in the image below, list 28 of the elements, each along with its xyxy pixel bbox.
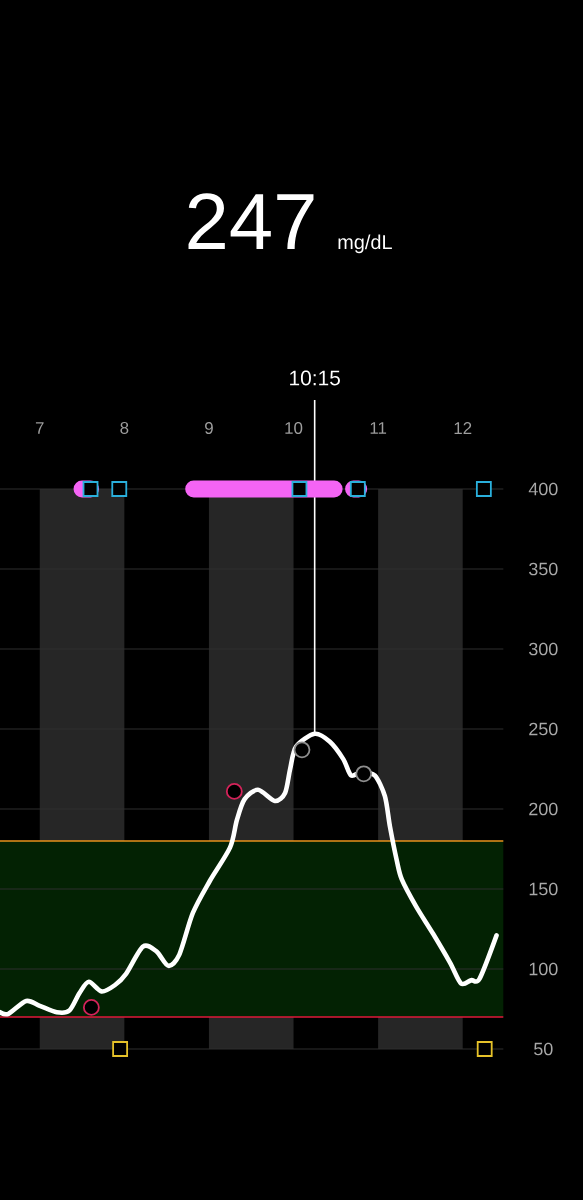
ref-line-label: 10:15 [290, 370, 340, 386]
y-tick-label: 250 [529, 722, 558, 736]
point [82, 999, 100, 1016]
point [476, 1041, 493, 1057]
x-tick-label: 11 [370, 422, 387, 434]
y-tick-label: 350 [529, 562, 558, 576]
y-tick-label: 50 [534, 1042, 553, 1056]
point [225, 783, 243, 800]
point [355, 765, 373, 783]
x-tick-label: 9 [205, 422, 213, 434]
point [111, 481, 128, 497]
y-tick-label: 300 [529, 642, 558, 656]
x-tick-label: 7 [35, 422, 44, 434]
y-tick-label: 200 [529, 802, 558, 816]
y-tick-label: 100 [529, 962, 558, 976]
y-tick-label: 150 [529, 882, 558, 896]
x-tick-label: 10 [285, 422, 303, 434]
chart-subtitle: mg/dL [338, 234, 392, 254]
point [291, 481, 308, 497]
point [349, 481, 366, 497]
point [82, 481, 99, 497]
x-tick-label: 8 [120, 422, 129, 434]
y-tick-label: 400 [528, 482, 558, 496]
point [475, 481, 492, 497]
x-tick-label: 12 [454, 422, 472, 434]
point [112, 1041, 129, 1057]
chart-title: 247 [188, 193, 314, 249]
point [293, 741, 311, 759]
